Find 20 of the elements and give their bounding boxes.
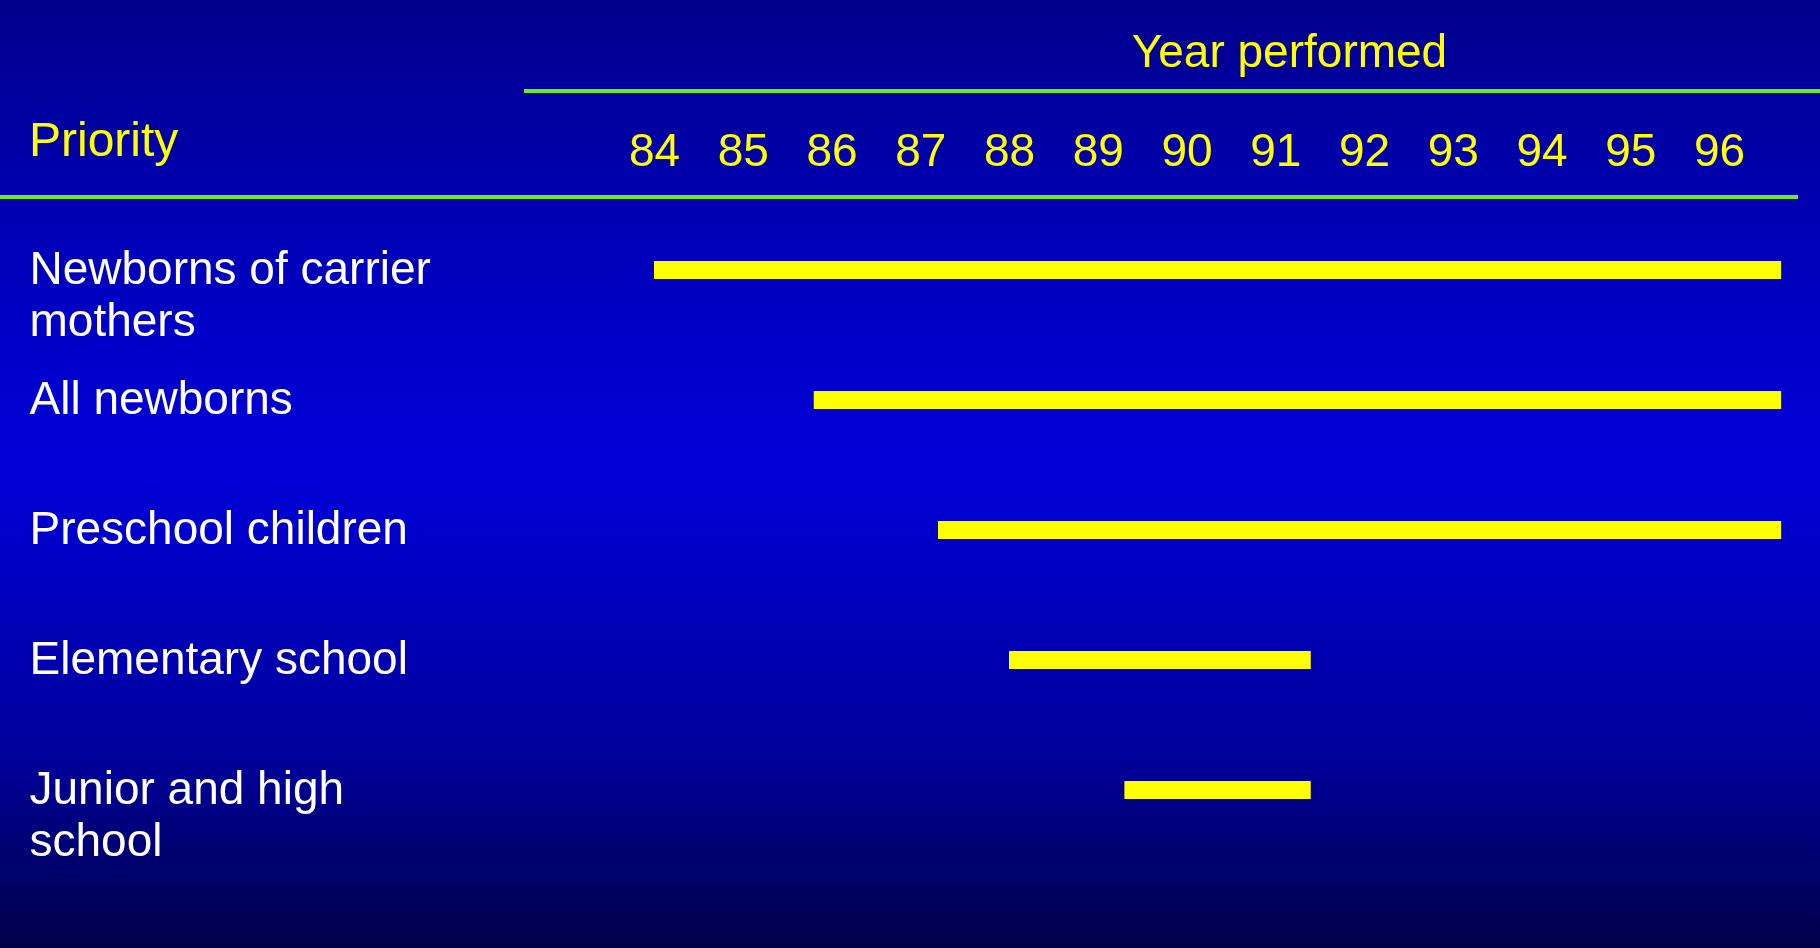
y-tick-label: Preschool children (29, 502, 408, 554)
y-tick-label: All newborns (29, 372, 293, 424)
y-axis-title: Priority (29, 112, 179, 167)
y-tick-label: Elementary school (29, 632, 408, 684)
x-tick-label: 84 (628, 123, 681, 176)
x-tick-label: 95 (1605, 123, 1657, 176)
x-axis-title: Year performed (1131, 24, 1448, 77)
y-tick-label: Newborns of carrier mothers (29, 242, 431, 346)
x-tick-label: 96 (1693, 123, 1746, 176)
x-tick-label: 93 (1427, 123, 1479, 176)
x-tick-label: 90 (1161, 123, 1213, 176)
x-tick-label: 92 (1338, 123, 1391, 176)
x-tick-label: 88 (983, 123, 1036, 176)
x-tick-label: 87 (895, 123, 947, 176)
x-tick-label: 94 (1516, 123, 1568, 176)
x-tick-label: 91 (1250, 123, 1302, 176)
x-tick-label: 85 (717, 123, 769, 176)
x-tick-label: 89 (1072, 123, 1124, 176)
y-tick-label: Junior and high school (29, 762, 345, 866)
x-tick-label: 86 (806, 123, 858, 176)
